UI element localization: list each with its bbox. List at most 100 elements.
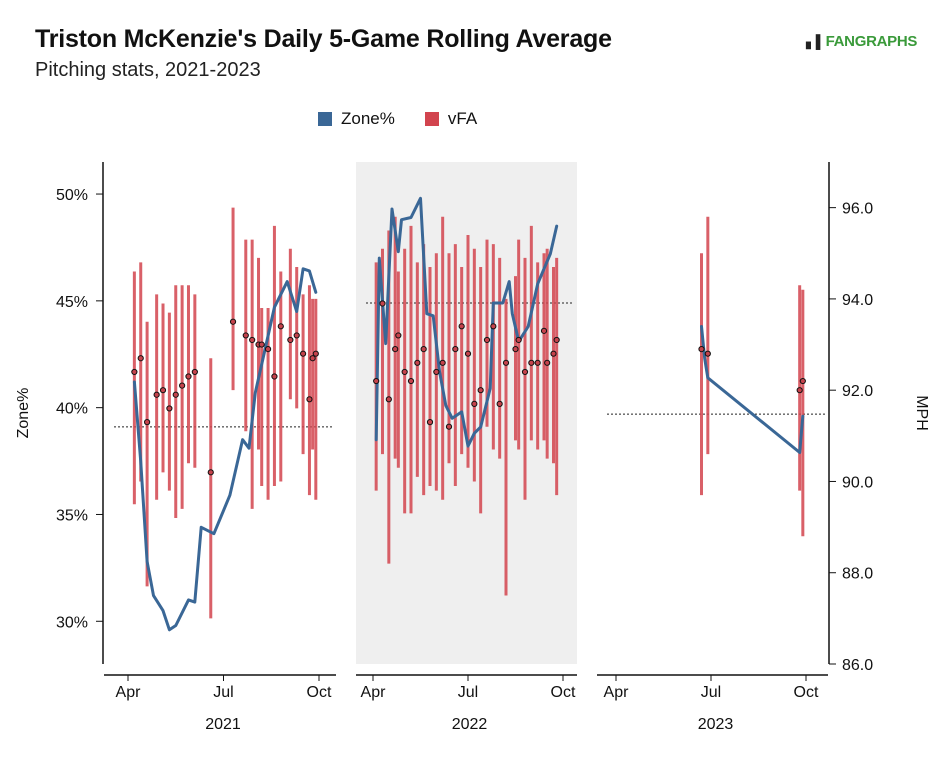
vfa-avg-point xyxy=(379,300,386,307)
vfa-avg-point xyxy=(131,368,138,376)
x-tick-label: Oct xyxy=(551,684,576,701)
right-tick-label: 94.0 xyxy=(842,292,873,309)
vfa-avg-point xyxy=(249,336,256,344)
legend-item-zone: Zone% xyxy=(318,109,395,129)
vfa-avg-point xyxy=(464,350,472,357)
vfa-avg-point xyxy=(258,341,265,348)
x-tick-label: Apr xyxy=(116,684,142,701)
chart-legend: Zone% vFA xyxy=(318,108,477,130)
vfa-avg-point xyxy=(799,377,806,385)
vfa-avg-point xyxy=(392,346,399,353)
vfa-avg-point xyxy=(137,355,144,362)
panel-year-label: 2023 xyxy=(698,716,734,733)
vfa-avg-point xyxy=(477,387,484,394)
legend-label-zone: Zone% xyxy=(341,109,395,128)
bars-icon: ▖▌ xyxy=(806,34,825,49)
right-tick-label: 96.0 xyxy=(842,201,873,218)
vfa-avg-point xyxy=(521,368,529,376)
vfa-avg-point xyxy=(796,387,803,394)
vfa-avg-point xyxy=(502,359,510,366)
vfa-avg-point xyxy=(401,368,408,376)
x-tick-label: Oct xyxy=(794,684,819,701)
right-axis-title: MPH xyxy=(913,395,930,431)
vfa-avg-point xyxy=(395,332,402,339)
vfa-avg-point xyxy=(242,332,249,339)
vfa-avg-point xyxy=(312,350,319,357)
right-tick-label: 90.0 xyxy=(842,474,873,491)
vfa-avg-point xyxy=(512,346,519,353)
vfa-avg-point xyxy=(496,400,503,407)
vfa-avg-point xyxy=(287,336,294,344)
vfa-avg-point xyxy=(483,336,491,344)
brand-label: FANGRAPHS xyxy=(825,33,918,50)
vfa-avg-point xyxy=(309,355,316,362)
chart-title: Triston McKenzie's Daily 5-Game Rolling … xyxy=(35,25,612,53)
vfa-avg-point xyxy=(426,419,434,426)
vfa-avg-point xyxy=(271,373,278,380)
vfa-avg-point xyxy=(299,350,307,357)
vfa-avg-point xyxy=(179,382,186,389)
fangraphs-logo: ▖▌FANGRAPHS xyxy=(806,33,917,50)
vfa-avg-point xyxy=(293,332,300,339)
vfa-avg-point xyxy=(407,377,415,385)
x-tick-label: Jul xyxy=(213,684,233,701)
x-tick-label: Apr xyxy=(604,684,630,701)
vfa-avg-point xyxy=(544,359,551,366)
x-tick-label: Jul xyxy=(458,684,478,701)
left-tick-label: 35% xyxy=(56,507,88,524)
right-tick-label: 86.0 xyxy=(842,657,873,674)
vfa-avg-point xyxy=(414,359,421,366)
vfa-avg-point xyxy=(207,469,214,476)
vfa-avg-point xyxy=(540,327,548,334)
x-tick-label: Oct xyxy=(307,684,332,701)
vfa-avg-point xyxy=(515,336,522,344)
vfa-avg-point xyxy=(704,350,711,357)
vfa-avg-point xyxy=(373,377,380,385)
vfa-avg-point xyxy=(172,391,179,398)
vfa-avg-point xyxy=(471,400,478,407)
zone-pct-line xyxy=(374,196,559,448)
vfa-avg-point xyxy=(553,336,560,344)
vfa-avg-point xyxy=(229,318,237,325)
vfa-avg-point xyxy=(698,346,705,353)
vfa-avg-point xyxy=(191,368,198,376)
left-axis-title: Zone% xyxy=(15,388,32,439)
legend-label-vfa: vFA xyxy=(447,109,478,128)
vfa-avg-point xyxy=(420,346,427,353)
vfa-avg-point xyxy=(264,346,272,353)
left-tick-label: 45% xyxy=(56,294,88,311)
vfa-avg-point xyxy=(306,396,313,403)
vfa-avg-point xyxy=(144,419,151,426)
right-tick-label: 92.0 xyxy=(842,383,873,400)
vfa-avg-point xyxy=(490,323,497,330)
panel-year-label: 2022 xyxy=(452,716,488,733)
vfa-avg-point xyxy=(439,359,446,366)
chart-subtitle: Pitching stats, 2021-2023 xyxy=(35,59,261,81)
vfa-avg-point xyxy=(452,346,459,353)
vfa-avg-point xyxy=(277,323,284,330)
legend-item-vfa: vFA xyxy=(424,109,478,129)
left-tick-label: 50% xyxy=(56,187,88,204)
left-tick-label: 30% xyxy=(56,614,88,631)
vfa-avg-point xyxy=(185,373,192,380)
x-tick-label: Apr xyxy=(361,684,387,701)
vfa-avg-point xyxy=(534,359,541,366)
vfa-avg-point xyxy=(153,391,160,398)
vfa-avg-point xyxy=(550,350,557,357)
zone-pct-line xyxy=(700,325,805,454)
vfa-avg-point xyxy=(159,387,167,394)
left-tick-label: 40% xyxy=(56,401,88,418)
vfa-avg-point xyxy=(528,359,535,366)
vfa-avg-point xyxy=(433,368,440,376)
vfa-avg-point xyxy=(166,405,173,412)
legend-swatch-zone xyxy=(318,112,332,126)
panel-year-label: 2021 xyxy=(205,716,241,733)
zone-pct-line xyxy=(132,267,318,632)
right-tick-label: 88.0 xyxy=(842,566,873,583)
vfa-avg-point xyxy=(385,396,392,403)
legend-swatch-vfa xyxy=(424,112,439,126)
x-tick-label: Jul xyxy=(701,684,721,701)
vfa-avg-point xyxy=(445,423,453,430)
vfa-avg-point xyxy=(458,323,465,330)
